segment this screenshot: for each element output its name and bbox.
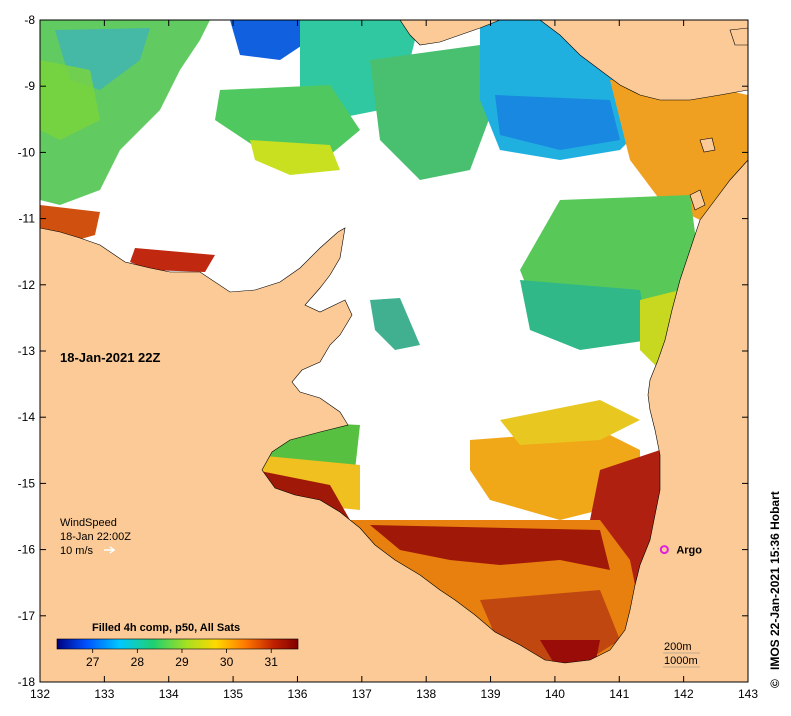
land-layer — [40, 20, 748, 682]
colorbar-gradient — [56, 638, 299, 650]
wind-scale: 10 m/s — [60, 545, 94, 557]
copyright-icon: © — [768, 679, 782, 688]
colorbar-tick-label: 30 — [220, 655, 234, 669]
lat-tick-label: -17 — [18, 609, 36, 623]
lat-tick-label: -13 — [18, 344, 36, 358]
credit-block: © IMOS 22-Jan-2021 15:36 Hobart — [768, 491, 782, 688]
colorbar-tick-label: 29 — [175, 655, 189, 669]
contour-200m-label: 200m — [664, 641, 692, 653]
argo-float-icon[interactable] — [659, 545, 669, 555]
land-new-guinea — [399, 20, 501, 46]
lat-tick-label: -16 — [18, 543, 36, 557]
lon-tick-label: 133 — [94, 687, 114, 701]
lon-tick-label: 142 — [674, 687, 694, 701]
lon-tick-label: 138 — [416, 687, 436, 701]
islands — [689, 27, 748, 211]
lat-tick-label: -14 — [18, 410, 36, 424]
colorbar-title: Filled 4h comp, p50, All Sats — [92, 622, 240, 634]
lon-tick-label: 134 — [159, 687, 179, 701]
credit-text: IMOS 22-Jan-2021 15:36 Hobart — [768, 491, 782, 670]
colorbar-ticks: 27 28 29 30 31 — [86, 649, 278, 669]
wind-arrow-icon — [104, 546, 116, 554]
contour-1000m-label: 1000m — [664, 655, 698, 667]
colorbar-tick-label: 27 — [86, 655, 100, 669]
lon-tick-label: 141 — [609, 687, 629, 701]
argo-marker[interactable]: Argo — [659, 545, 702, 557]
lat-tick-label: -9 — [24, 79, 35, 93]
colorbar-tick-label: 28 — [131, 655, 145, 669]
sst-data-layer — [40, 20, 748, 665]
lon-tick-label: 143 — [738, 687, 758, 701]
lat-tick-label: -11 — [19, 212, 36, 226]
colorbar: Filled 4h comp, p50, All Sats 27 28 29 30 31 — [56, 622, 299, 669]
wind-title: WindSpeed — [60, 517, 117, 529]
date-label: 18-Jan-2021 22Z — [60, 350, 161, 365]
lat-tick-label: -18 — [18, 675, 36, 689]
lon-tick-label: 135 — [223, 687, 243, 701]
lon-tick-label: 140 — [545, 687, 565, 701]
colorbar-tick-label: 31 — [265, 655, 279, 669]
lon-tick-label: 137 — [352, 687, 372, 701]
wind-legend: WindSpeed 18-Jan 22:00Z 10 m/s — [60, 517, 131, 557]
map-plot-area — [40, 20, 748, 682]
lat-tick-label: -10 — [18, 145, 36, 159]
lat-tick-label: -15 — [18, 476, 36, 490]
lon-tick-label: 132 — [30, 687, 50, 701]
argo-label: Argo — [676, 545, 702, 557]
lon-tick-label: 136 — [287, 687, 307, 701]
lat-tick-label: -8 — [24, 13, 35, 27]
lat-tick-label: -12 — [18, 278, 36, 292]
lon-tick-label: 139 — [481, 687, 501, 701]
longitude-axis: 132 133 134 135 136 137 138 139 140 141 142 143 — [30, 20, 758, 701]
land-cape-york — [539, 20, 748, 101]
latitude-axis: -8 -9 -10 -11 -12 -13 -14 -15 -16 -17 -18 — [18, 13, 748, 689]
contour-legend: 200m 1000m — [663, 641, 700, 668]
wind-time: 18-Jan 22:00Z — [60, 531, 131, 543]
land-northern-territory — [40, 159, 748, 682]
